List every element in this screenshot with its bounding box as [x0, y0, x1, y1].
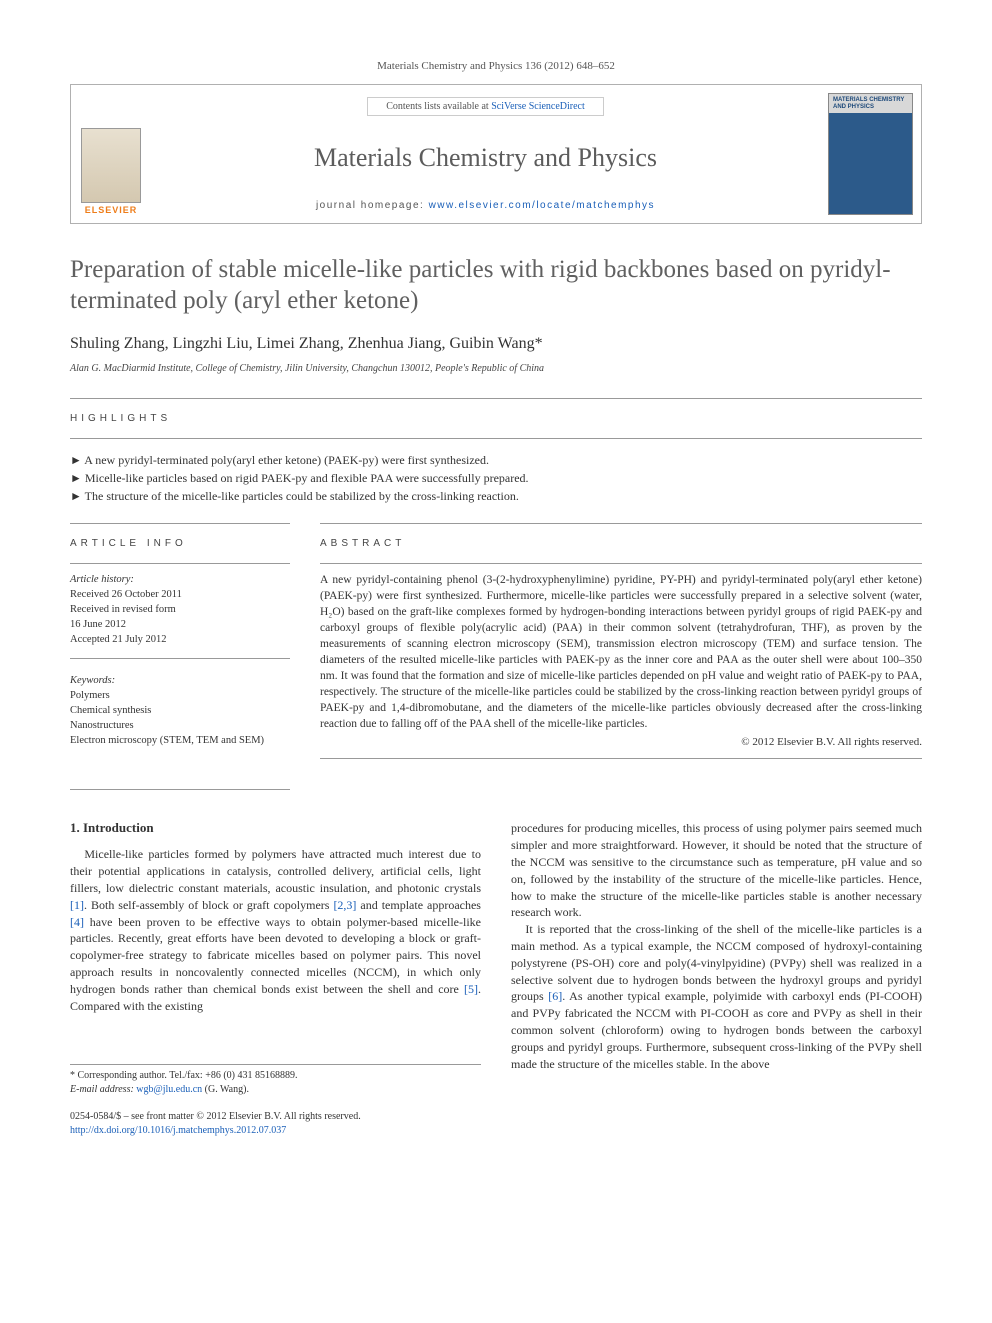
corresponding-author-note: * Corresponding author. Tel./fax: +86 (0… [70, 1069, 481, 1083]
homepage-prefix: journal homepage: [316, 200, 429, 211]
accepted-date: Accepted 21 July 2012 [70, 632, 290, 647]
abstract-column: ABSTRACT A new pyridyl-containing phenol… [320, 523, 922, 760]
homepage-link[interactable]: www.elsevier.com/locate/matchemphys [429, 200, 655, 211]
rule-6 [320, 523, 922, 524]
contents-available: Contents lists available at SciVerse Sci… [367, 97, 604, 116]
rule-2 [70, 438, 922, 439]
journal-cover-thumbnail: MATERIALS CHEMISTRY AND PHYSICS [828, 93, 913, 215]
highlight-item: Micelle-like particles based on rigid PA… [70, 469, 922, 487]
highlight-item: A new pyridyl-terminated poly(aryl ether… [70, 451, 922, 469]
issn-line: 0254-0584/$ – see front matter © 2012 El… [70, 1110, 922, 1124]
journal-name: Materials Chemistry and Physics [314, 143, 657, 173]
homepage-line: journal homepage: www.elsevier.com/locat… [316, 200, 655, 211]
corresponding-mark: * [535, 335, 543, 352]
keyword: Chemical synthesis [70, 703, 290, 718]
rule-7 [320, 563, 922, 564]
footnotes: * Corresponding author. Tel./fax: +86 (0… [70, 1064, 481, 1096]
rule-9 [70, 789, 290, 790]
publisher-label: ELSEVIER [85, 205, 138, 215]
intro-col2-p1: procedures for producing micelles, this … [511, 821, 922, 919]
email-line: E-mail address: wgb@jlu.edu.cn (G. Wang)… [70, 1083, 481, 1097]
bottom-meta: 0254-0584/$ – see front matter © 2012 El… [70, 1110, 922, 1137]
sciencedirect-link[interactable]: SciVerse ScienceDirect [491, 101, 585, 112]
intro-paragraph-2: procedures for producing micelles, this … [511, 820, 922, 1072]
cover-body [829, 113, 912, 214]
journal-header: ELSEVIER Contents lists available at Sci… [70, 84, 922, 224]
rule-1 [70, 398, 922, 399]
body-columns: 1. Introduction Micelle-like particles f… [70, 820, 922, 1096]
copyright-line: © 2012 Elsevier B.V. All rights reserved… [320, 736, 922, 748]
abstract-label: ABSTRACT [320, 538, 922, 549]
intro-col1-text: Micelle-like particles formed by polymer… [70, 847, 481, 1012]
rule-4 [70, 563, 290, 564]
keywords-label: Keywords: [70, 673, 290, 688]
highlights-label: HIGHLIGHTS [70, 413, 922, 424]
keyword: Nanostructures [70, 718, 290, 733]
intro-col2-p2: It is reported that the cross-linking of… [511, 922, 922, 1070]
email-link[interactable]: wgb@jlu.edu.cn [136, 1084, 202, 1095]
keyword: Polymers [70, 688, 290, 703]
article-title: Preparation of stable micelle-like parti… [70, 254, 922, 317]
revised-date: 16 June 2012 [70, 617, 290, 632]
cover-title: MATERIALS CHEMISTRY AND PHYSICS [829, 94, 912, 113]
doi-link[interactable]: http://dx.doi.org/10.1016/j.matchemphys.… [70, 1125, 286, 1136]
highlight-item: The structure of the micelle-like partic… [70, 487, 922, 505]
email-suffix: (G. Wang). [202, 1084, 249, 1095]
publisher-logo: ELSEVIER [71, 85, 151, 223]
contents-prefix: Contents lists available at [386, 101, 491, 112]
authors-text: Shuling Zhang, Lingzhi Liu, Limei Zhang,… [70, 335, 535, 352]
author-list: Shuling Zhang, Lingzhi Liu, Limei Zhang,… [70, 335, 922, 353]
received-date: Received 26 October 2011 [70, 587, 290, 602]
highlights-list: A new pyridyl-terminated poly(aryl ether… [70, 451, 922, 505]
rule-8 [320, 758, 922, 759]
citation-line: Materials Chemistry and Physics 136 (201… [70, 60, 922, 72]
rule-3 [70, 523, 290, 524]
revised-label: Received in revised form [70, 602, 290, 617]
rule-5 [70, 658, 290, 659]
elsevier-tree-icon [81, 128, 141, 203]
affiliation: Alan G. MacDiarmid Institute, College of… [70, 363, 922, 374]
header-center: Contents lists available at SciVerse Sci… [151, 85, 820, 223]
keyword: Electron microscopy (STEM, TEM and SEM) [70, 733, 290, 748]
intro-heading: 1. Introduction [70, 820, 481, 836]
abstract-text: A new pyridyl-containing phenol (3-(2-hy… [320, 572, 922, 733]
history-label: Article history: [70, 572, 290, 587]
right-column: procedures for producing micelles, this … [511, 820, 922, 1096]
article-info-label: ARTICLE INFO [70, 538, 290, 549]
intro-paragraph-1: Micelle-like particles formed by polymer… [70, 846, 481, 1014]
article-info-column: ARTICLE INFO Article history: Received 2… [70, 523, 290, 760]
left-column: 1. Introduction Micelle-like particles f… [70, 820, 481, 1096]
email-label: E-mail address: [70, 1084, 136, 1095]
